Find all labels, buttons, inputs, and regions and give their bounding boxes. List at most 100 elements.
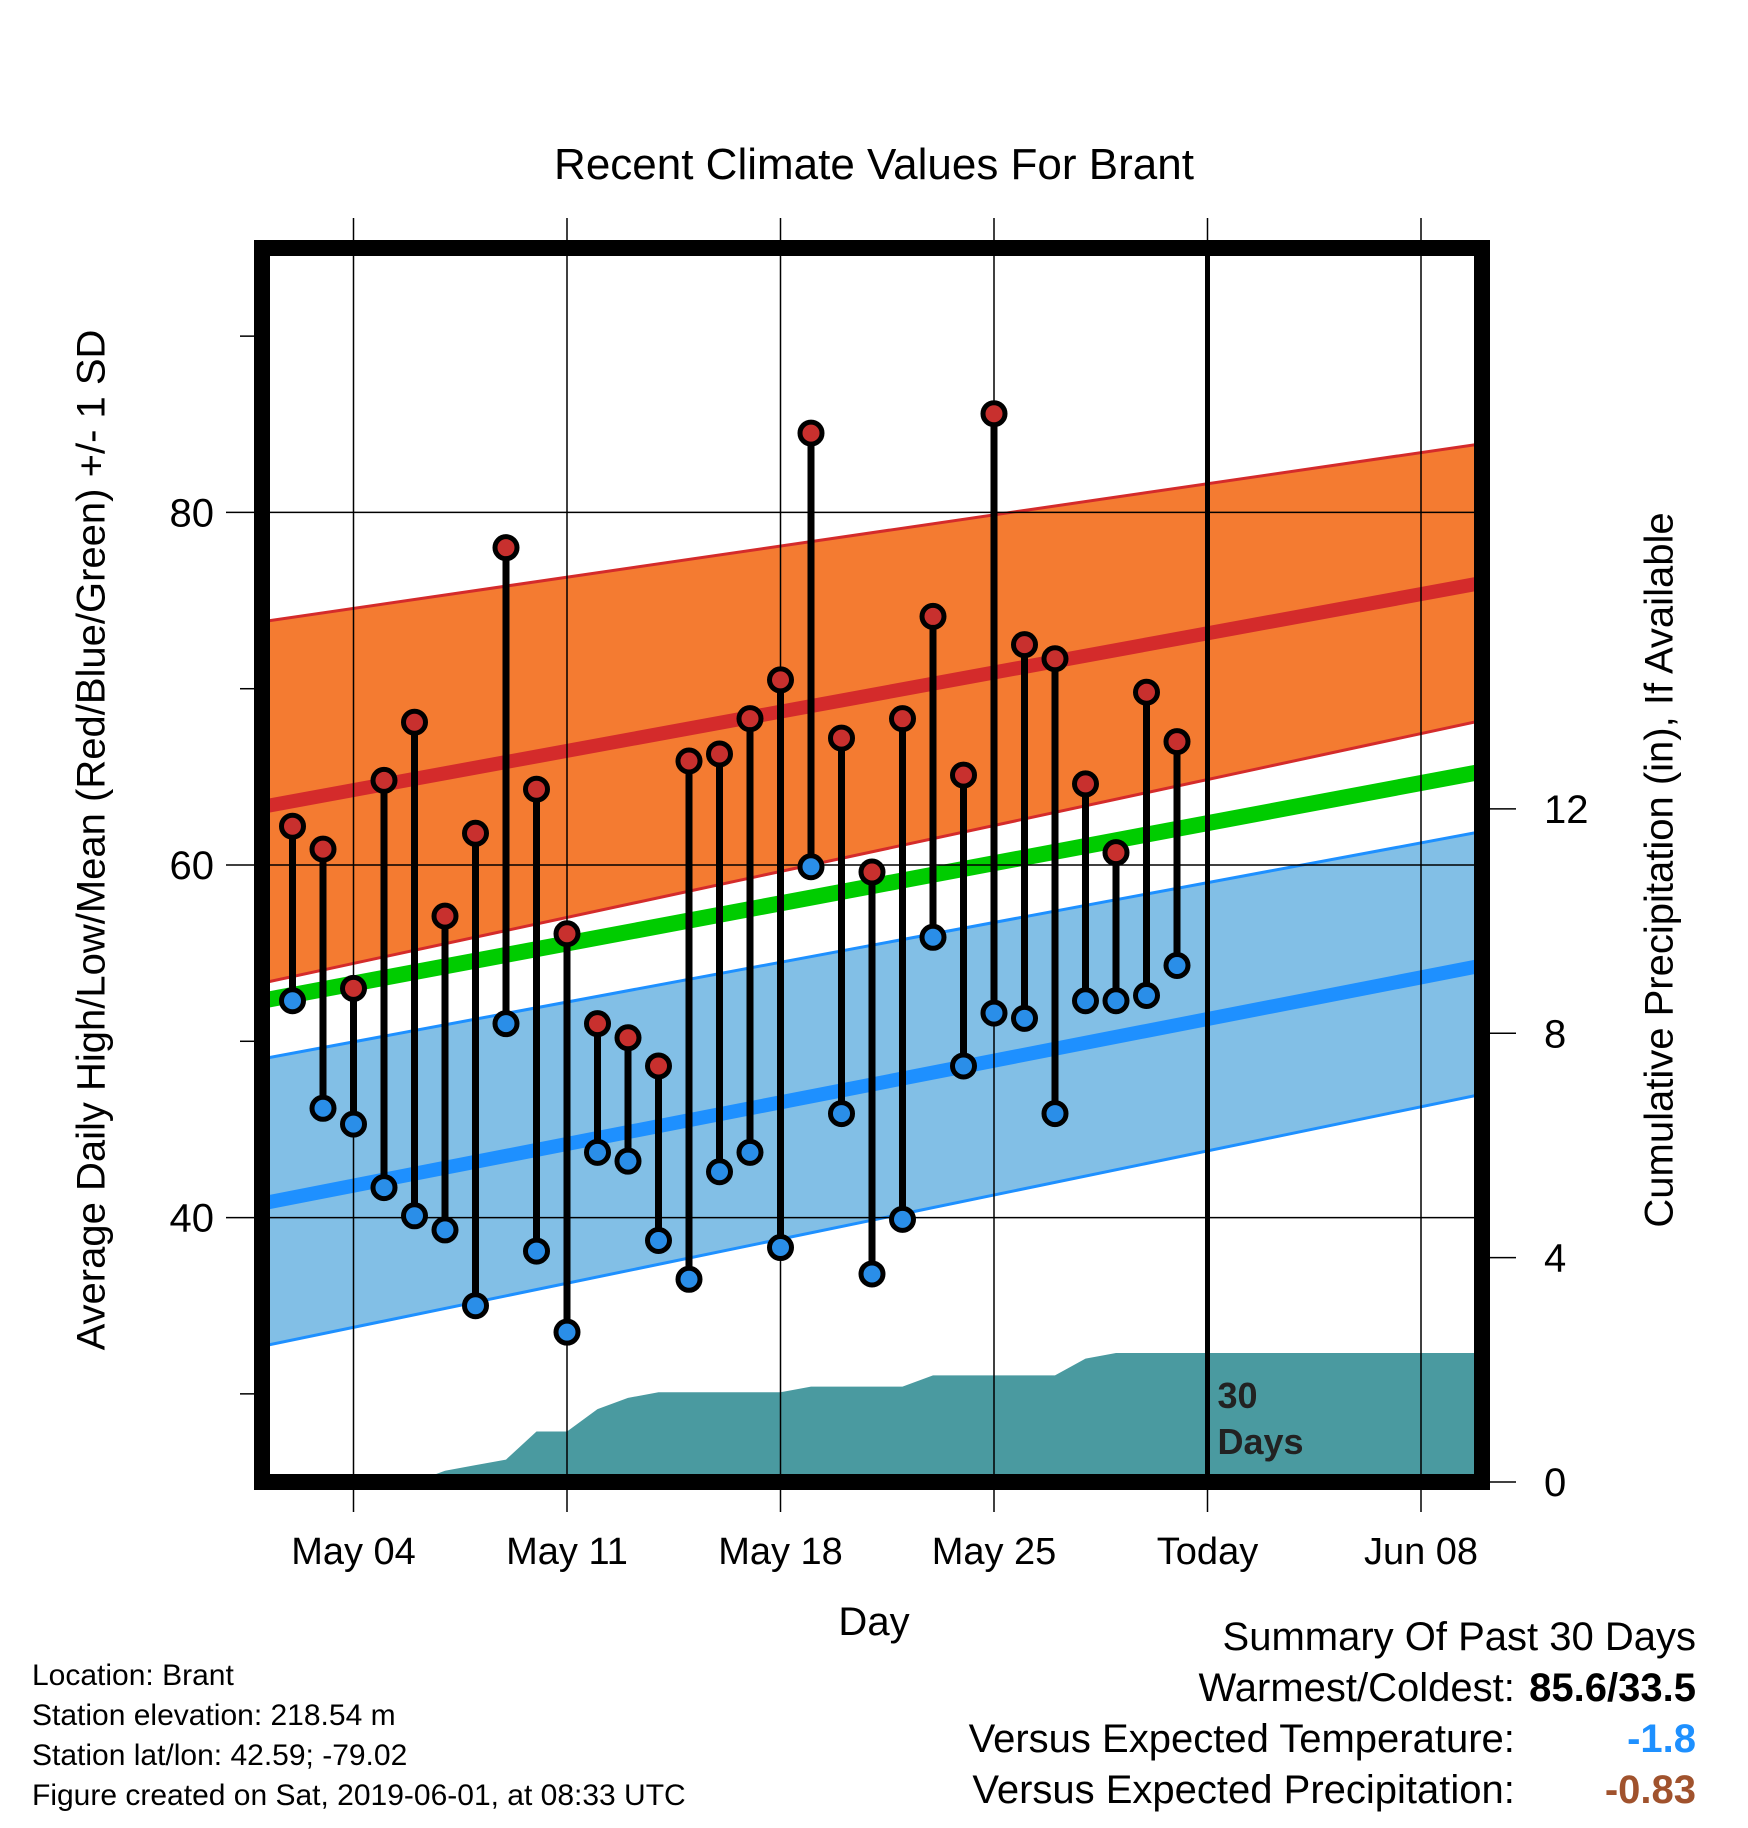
daily-low-point (1072, 987, 1099, 1015)
daily-high-point (675, 747, 703, 775)
daily-low-point (279, 987, 306, 1015)
x-axis-label: Day (838, 1600, 910, 1644)
daily-low-point (828, 1100, 855, 1128)
daily-low-point (614, 1147, 642, 1175)
daily-high-point (279, 812, 306, 840)
daily-high-point (340, 974, 367, 1002)
daily-low-point (858, 1260, 886, 1288)
cumulative-precip-area (292, 1352, 1482, 1482)
daily-low-point (797, 853, 825, 881)
daily-high-point (706, 740, 733, 768)
temp-label: Versus Expected Temperature: (968, 1717, 1515, 1761)
daily-low-point (401, 1202, 428, 1230)
daily-low-point (1133, 981, 1160, 1009)
daily-low-point (736, 1138, 764, 1166)
plot-area: 30 Days (262, 248, 1482, 1482)
daily-low-point (1011, 1004, 1038, 1032)
temp-value: -1.8 (1627, 1717, 1696, 1761)
daily-high-point (1041, 645, 1069, 673)
daily-high-point (614, 1024, 642, 1052)
daily-high-point (889, 705, 916, 733)
precip-days-label: Days (1218, 1421, 1304, 1462)
x-tick-label: May 18 (718, 1531, 843, 1573)
warm-cold-value: 85.6/33.5 (1529, 1666, 1696, 1710)
precip-days-label: 30 (1218, 1375, 1258, 1416)
station-latlon: Station lat/lon: 42.59; -79.02 (32, 1739, 408, 1772)
daily-high-point (370, 766, 398, 794)
daily-low-point (523, 1237, 550, 1265)
y-right-tick-label: 12 (1544, 788, 1589, 832)
daily-high-point (584, 1010, 611, 1038)
y-right-tick-label: 0 (1544, 1461, 1566, 1505)
y-left-tick-label: 80 (170, 491, 215, 535)
warm-cold-label: Warmest/Coldest: (1198, 1666, 1515, 1710)
daily-high-point (767, 666, 794, 694)
y-left-tick-label: 40 (170, 1197, 215, 1241)
daily-low-point (340, 1110, 367, 1138)
daily-high-point (431, 902, 459, 930)
daily-high-point (1163, 728, 1191, 756)
y-axis-label-right: Cumulative Precipitation (in), If Availa… (1637, 512, 1682, 1228)
daily-high-point (736, 705, 764, 733)
daily-low-point (919, 923, 947, 951)
y-right-tick-label: 4 (1544, 1237, 1566, 1281)
chart-title: Recent Climate Values For Brant (554, 140, 1194, 189)
precip-value: -0.83 (1604, 1768, 1696, 1812)
daily-high-point (1072, 770, 1099, 798)
plot-frame (254, 240, 1490, 1490)
summary-temp: Versus Expected Temperature: -1.8 (969, 1714, 1696, 1765)
daily-low-point (492, 1010, 520, 1038)
daily-high-point (919, 602, 947, 630)
daily-low-point (431, 1216, 459, 1244)
daily-high-point (553, 920, 581, 948)
daily-high-point (309, 835, 337, 863)
summary-panel: Summary Of Past 30 Days Warmest/Coldest:… (969, 1612, 1696, 1816)
daily-low-point (675, 1265, 703, 1293)
y-right-tick-label: 8 (1544, 1012, 1566, 1056)
daily-high-point (523, 775, 550, 803)
high-sd-lower-edge (262, 718, 1482, 985)
station-location: Location: Brant (32, 1659, 234, 1692)
daily-high-point (462, 819, 489, 847)
daily-high-point (401, 708, 428, 736)
station-info: Location: Brant Station elevation: 218.5… (32, 1656, 686, 1816)
daily-low-point (1102, 987, 1130, 1015)
daily-high-point (1102, 839, 1130, 867)
daily-high-point (828, 724, 855, 752)
x-tick-label: May 04 (291, 1531, 416, 1573)
daily-high-point (980, 400, 1008, 428)
summary-heading: Summary Of Past 30 Days (1222, 1615, 1696, 1659)
y-axis-label-left: Average Daily High/Low/Mean (Red/Blue/Gr… (69, 329, 114, 1351)
high-sd-upper-edge (262, 442, 1482, 624)
x-tick-label: May 25 (932, 1531, 1057, 1573)
daily-high-point (492, 534, 520, 562)
daily-low-point (462, 1292, 489, 1320)
daily-high-point (1133, 678, 1160, 706)
precip-label: Versus Expected Precipitation: (972, 1768, 1515, 1812)
daily-high-point (645, 1052, 672, 1080)
daily-low-point (584, 1138, 611, 1166)
x-tick-label: Today (1157, 1531, 1258, 1573)
daily-low-point (889, 1205, 916, 1233)
figure-created: Figure created on Sat, 2019-06-01, at 08… (32, 1779, 686, 1812)
daily-high-point (1011, 631, 1038, 659)
daily-low-point (1163, 951, 1191, 979)
x-tick-label: May 11 (506, 1531, 628, 1573)
daily-high-point (797, 419, 825, 447)
daily-low-point (950, 1052, 977, 1080)
daily-low-point (553, 1318, 581, 1346)
daily-low-point (1041, 1100, 1069, 1128)
daily-low-point (706, 1158, 733, 1186)
daily-high-point (858, 858, 886, 886)
daily-low-point (767, 1234, 794, 1262)
daily-low-point (980, 999, 1008, 1027)
x-tick-label: Jun 08 (1364, 1531, 1478, 1573)
daily-observations (279, 400, 1191, 1346)
daily-low-point (309, 1094, 337, 1122)
summary-precip: Versus Expected Precipitation: -0.83 (969, 1765, 1696, 1816)
station-elevation: Station elevation: 218.54 m (32, 1699, 396, 1732)
daily-low-point (645, 1226, 672, 1254)
daily-low-point (370, 1174, 398, 1202)
normal-high-line (262, 576, 1482, 814)
